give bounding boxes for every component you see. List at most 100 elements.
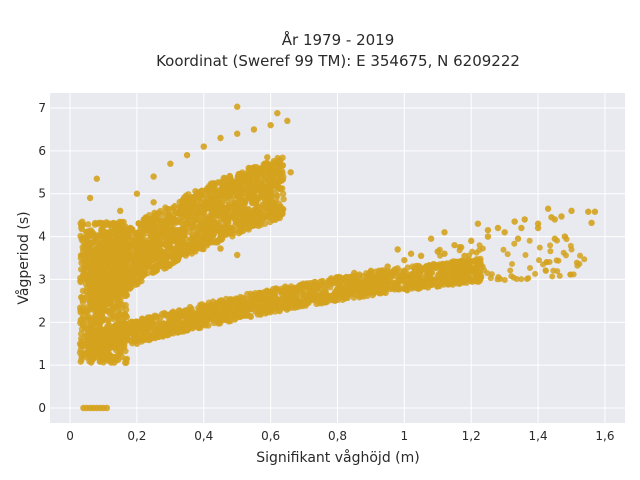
data-point — [534, 224, 542, 232]
x-tick-label: 0,6 — [261, 429, 280, 443]
chart-subtitle: Koordinat (Sweref 99 TM): E 354675, N 62… — [156, 52, 520, 70]
data-point — [543, 259, 550, 266]
data-point — [243, 211, 251, 218]
data-point — [180, 244, 187, 252]
data-point — [97, 219, 105, 227]
data-point — [591, 208, 599, 215]
data-point — [556, 272, 563, 279]
data-point — [76, 340, 84, 347]
data-point — [234, 306, 241, 313]
data-point — [350, 279, 358, 286]
data-point — [446, 266, 453, 273]
data-point — [134, 267, 142, 274]
y-tick-labels: 0 1 2 3 4 5 6 7 — [38, 101, 46, 415]
data-point — [300, 291, 308, 298]
data-point — [210, 218, 217, 225]
data-point — [521, 216, 528, 223]
data-point — [547, 248, 554, 255]
data-point — [122, 332, 130, 340]
data-point — [204, 221, 211, 228]
data-point — [267, 299, 274, 307]
data-point — [258, 296, 265, 303]
data-point — [167, 160, 174, 167]
x-tick-label: 1,2 — [462, 429, 481, 443]
data-point — [161, 309, 168, 317]
data-point — [144, 322, 151, 329]
data-point — [210, 225, 218, 232]
data-point — [121, 241, 128, 249]
data-point — [272, 209, 280, 217]
data-point — [90, 320, 97, 328]
data-point — [264, 154, 271, 161]
data-point — [267, 192, 275, 200]
data-point — [131, 240, 138, 248]
data-point — [148, 222, 156, 229]
y-tick-label: 3 — [38, 272, 46, 286]
data-point — [106, 310, 114, 317]
data-point — [93, 254, 101, 262]
data-point — [525, 275, 532, 282]
data-point — [397, 272, 404, 280]
data-point — [514, 235, 522, 242]
x-tick-label: 1,4 — [529, 429, 548, 443]
data-point — [222, 194, 229, 202]
data-point — [92, 277, 99, 285]
data-point — [83, 233, 90, 240]
data-point — [271, 169, 278, 176]
data-point — [168, 312, 176, 320]
data-point — [439, 268, 446, 275]
data-point — [78, 235, 85, 242]
data-point — [216, 224, 223, 231]
data-point — [268, 306, 275, 313]
data-point — [400, 285, 408, 292]
data-point — [300, 282, 308, 290]
data-point — [91, 327, 98, 335]
data-point — [554, 268, 561, 275]
data-point — [361, 277, 368, 285]
data-point — [244, 179, 251, 187]
data-point — [270, 290, 278, 297]
data-point — [83, 257, 90, 265]
y-tick-label: 1 — [38, 358, 46, 372]
data-point — [106, 287, 114, 295]
data-point — [83, 304, 91, 311]
data-point — [343, 292, 351, 300]
data-point — [76, 349, 84, 356]
data-point — [368, 288, 375, 295]
data-point — [257, 306, 264, 314]
chart-title: År 1979 - 2019 — [282, 30, 395, 49]
data-point — [288, 300, 295, 308]
data-point — [80, 265, 88, 273]
data-point — [157, 262, 165, 270]
data-point — [100, 246, 108, 254]
data-point — [249, 188, 257, 195]
data-point — [367, 267, 375, 275]
data-point — [457, 244, 465, 251]
data-point — [457, 280, 464, 287]
data-point — [208, 302, 215, 310]
data-point — [468, 237, 475, 245]
data-point — [257, 217, 265, 224]
data-point — [251, 221, 259, 229]
data-point — [234, 204, 242, 211]
data-point — [219, 230, 226, 237]
data-point — [166, 223, 174, 230]
data-point — [122, 276, 130, 283]
data-point — [474, 220, 482, 227]
data-point — [87, 227, 95, 234]
data-point — [307, 279, 314, 287]
data-point — [133, 190, 141, 197]
data-point — [332, 288, 340, 296]
data-point — [180, 328, 187, 335]
y-tick-label: 2 — [38, 315, 46, 329]
data-point — [561, 233, 569, 240]
data-point — [185, 199, 192, 207]
data-point — [200, 314, 207, 322]
data-point — [484, 233, 492, 240]
data-point — [518, 276, 525, 283]
data-point — [180, 231, 187, 239]
data-point — [434, 248, 441, 255]
data-point — [93, 246, 101, 254]
data-point — [94, 337, 102, 344]
data-point — [112, 259, 119, 266]
